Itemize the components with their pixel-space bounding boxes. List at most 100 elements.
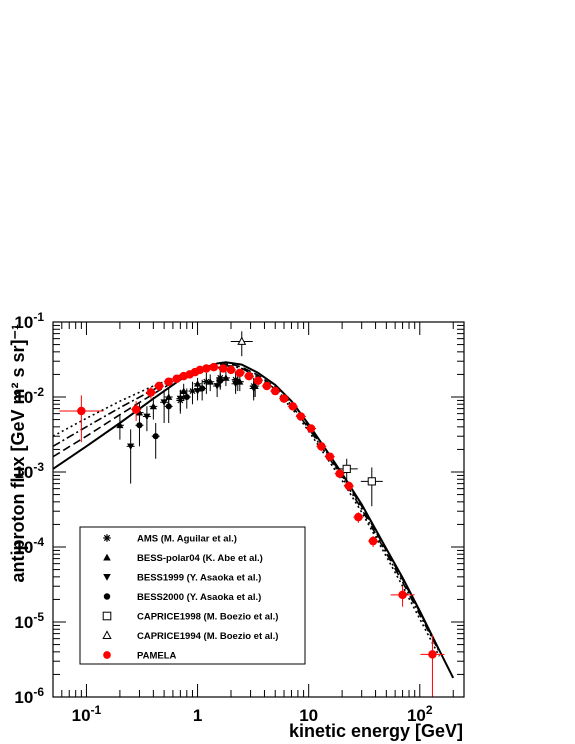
data-point <box>154 381 165 392</box>
marker-triangle-down <box>213 383 221 390</box>
x-tick-label: 102 <box>407 703 433 725</box>
x-tick-label: 10 <box>299 706 318 725</box>
marker-triangle-up <box>193 380 202 387</box>
marker-circle <box>262 381 272 391</box>
marker-circle <box>335 469 344 478</box>
marker-star <box>103 534 111 542</box>
marker-circle <box>234 378 241 385</box>
marker-circle <box>288 402 298 411</box>
data-point <box>218 364 229 373</box>
data-point <box>216 373 225 390</box>
legend-entry: CAPRICE1994 (M. Boezio et al.) <box>102 630 278 642</box>
marker-triangle-down <box>143 413 151 421</box>
x-axis-title: kinetic energy [GeV] <box>289 721 463 741</box>
marker-circle <box>368 536 378 546</box>
marker-circle <box>428 650 437 659</box>
plot-frame <box>52 321 465 698</box>
data-point <box>226 365 237 375</box>
marker-circle <box>398 590 407 600</box>
marker-circle <box>164 377 173 386</box>
marker-circle <box>253 376 263 385</box>
legend-label: BESS-polar04 (K. Abe et al.) <box>137 553 263 564</box>
y-tick-label: 10-4 <box>14 535 44 557</box>
marker-circle <box>152 433 159 440</box>
curve-dash-dot <box>53 365 441 653</box>
series-4 <box>335 458 383 507</box>
marker-triangle-down <box>103 573 111 581</box>
data-point <box>164 395 173 424</box>
legend-label: CAPRICE1994 (M. Boezio et al.) <box>137 631 278 642</box>
marker-circle <box>172 374 182 384</box>
data-point <box>306 424 317 433</box>
data-point <box>253 376 264 385</box>
data-point <box>142 406 151 432</box>
legend-label: BESS1999 (Y. Asaoka et al.) <box>137 573 261 584</box>
data-point <box>324 452 335 462</box>
legend-box <box>79 526 306 665</box>
marker-triangle-up <box>206 378 214 385</box>
y-tick-label: 10-5 <box>14 610 44 632</box>
marker-circle <box>354 512 363 522</box>
marker-circle <box>296 412 306 421</box>
marker-triangle-down <box>176 395 184 403</box>
curve-solid <box>53 361 455 679</box>
data-point <box>188 381 197 405</box>
data-point <box>230 331 253 357</box>
data-point <box>163 377 174 387</box>
marker-triangle-up <box>180 387 188 394</box>
data-point <box>279 394 290 403</box>
y-tick-label: 10-2 <box>14 385 44 407</box>
marker-triangle-down <box>127 443 135 450</box>
marker-triangle-open <box>237 336 247 345</box>
data-point <box>343 481 354 492</box>
model-curves <box>53 361 455 679</box>
marker-circle <box>165 403 172 410</box>
marker-triangle-down <box>193 388 202 395</box>
legend: AMS (M. Aguilar et al.) BESS-polar04 (K. … <box>79 526 306 665</box>
marker-circle <box>136 422 143 429</box>
marker-circle <box>217 377 224 384</box>
marker-circle <box>146 388 156 397</box>
data-point <box>390 586 415 607</box>
marker-triangle-down <box>160 399 168 406</box>
y-tick-label: 10-3 <box>14 460 44 482</box>
data-point <box>234 368 245 378</box>
data-point <box>360 467 383 507</box>
series-5 <box>230 331 253 357</box>
marker-circle <box>270 386 280 396</box>
data-point <box>115 415 124 440</box>
legend-label: PAMELA <box>137 651 177 662</box>
marker-circle <box>131 405 141 414</box>
data-point <box>316 442 327 452</box>
data-point <box>126 429 135 484</box>
marker-circle <box>244 371 254 381</box>
marker-circle <box>279 394 289 403</box>
marker-circle <box>199 385 206 392</box>
data-point <box>176 389 185 412</box>
data-point <box>420 635 445 697</box>
marker-circle <box>154 381 164 391</box>
marker-circle <box>235 368 245 378</box>
legend-entry: BESS2000 (Y. Asaoka et al.) <box>103 592 261 603</box>
marker-circle <box>317 442 326 451</box>
marker-circle <box>226 365 236 375</box>
marker-circle <box>202 364 211 373</box>
marker-circle <box>77 406 86 416</box>
data-point <box>135 412 144 447</box>
curve-dashed <box>53 363 441 651</box>
data-point <box>295 412 306 421</box>
data-point <box>171 374 182 384</box>
data-point <box>206 374 215 392</box>
data-points <box>59 331 445 697</box>
y-axis-title: antiproton flux [GeV m² s sr]⁻¹ <box>8 324 28 583</box>
data-point <box>201 364 212 373</box>
legend-entry: CAPRICE1998 (M. Boezio et al.) <box>102 612 278 623</box>
marker-triangle-up <box>222 374 230 381</box>
marker-triangle-up <box>103 553 111 561</box>
legend-label: CAPRICE1998 (M. Boezio et al.) <box>137 612 278 623</box>
marker-circle <box>325 452 335 461</box>
y-tick-label: 10-1 <box>14 310 44 332</box>
data-point <box>182 388 191 409</box>
marker-square-open <box>367 477 376 486</box>
